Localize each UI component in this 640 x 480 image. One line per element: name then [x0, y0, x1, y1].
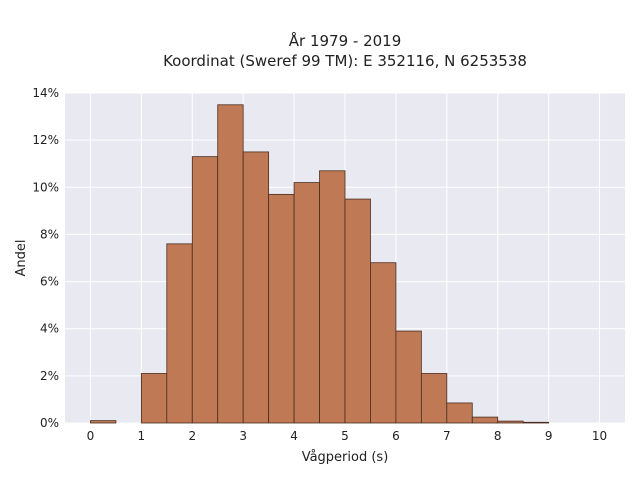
x-tick-label: 8: [494, 429, 502, 443]
chart-subtitle: Koordinat (Sweref 99 TM): E 352116, N 62…: [163, 52, 527, 70]
chart-title: År 1979 - 2019: [289, 31, 402, 50]
y-axis-label: Andel: [14, 240, 29, 277]
histogram-bar: [446, 402, 473, 424]
histogram-bar: [370, 262, 397, 424]
histogram-bar: [420, 373, 448, 424]
y-axis-ticks: 0% 2% 4% 6% 8% 10% 12% 14%: [32, 86, 59, 430]
histogram-bar: [344, 198, 371, 424]
histogram-bar: [471, 416, 499, 424]
x-tick-label: 10: [592, 429, 607, 443]
y-tick-label: 6%: [40, 275, 59, 289]
x-tick-label: 4: [290, 429, 298, 443]
x-tick-label: 9: [545, 429, 553, 443]
histogram-bar: [90, 420, 117, 424]
histogram-bar: [522, 421, 550, 424]
x-tick-label: 7: [443, 429, 451, 443]
histogram-bar: [166, 243, 193, 424]
histogram-bar: [395, 330, 422, 424]
histogram-bars: [90, 104, 550, 424]
histogram-bar: [191, 156, 219, 424]
x-tick-label: 1: [138, 429, 146, 443]
histogram-bar: [268, 193, 295, 424]
x-tick-label: 2: [188, 429, 196, 443]
histogram-bar: [140, 373, 168, 424]
histogram-bar: [293, 182, 320, 424]
y-tick-label: 10%: [32, 180, 59, 194]
y-tick-label: 0%: [40, 416, 59, 430]
histogram-bar: [217, 104, 244, 424]
histogram-bar: [319, 170, 346, 424]
y-tick-label: 12%: [32, 133, 59, 147]
y-tick-label: 8%: [40, 227, 59, 241]
y-tick-label: 2%: [40, 369, 59, 383]
histogram-bar: [242, 151, 270, 424]
x-tick-label: 6: [392, 429, 400, 443]
x-tick-label: 3: [239, 429, 247, 443]
y-tick-label: 4%: [40, 322, 59, 336]
x-tick-label: 0: [87, 429, 95, 443]
y-tick-label: 14%: [32, 86, 59, 100]
x-axis-ticks: 0 1 2 3 4 5 6 7 8 9 10: [87, 429, 608, 443]
x-tick-label: 5: [341, 429, 349, 443]
histogram-bar: [497, 420, 524, 424]
x-axis-label: Vågperiod (s): [302, 450, 389, 465]
